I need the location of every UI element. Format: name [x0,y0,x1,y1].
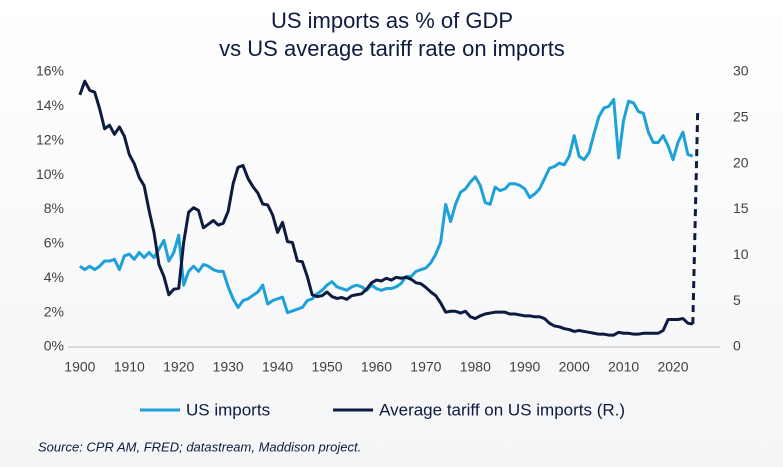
y-tick-label: 12% [36,131,64,147]
y-tick-label: 8% [44,200,64,216]
chart-title: US imports as % of GDP [271,8,513,33]
legend-label: US imports [186,400,270,419]
y-tick-label: 4% [44,269,64,285]
x-tick-label: 1990 [509,359,540,375]
y-tick-label: 2% [44,303,64,319]
y2-tick-label: 10 [733,246,749,262]
y-tick-label: 6% [44,235,64,251]
x-tick-label: 1910 [114,359,145,375]
y-tick-label: 10% [36,166,64,182]
x-tick-label: 1950 [311,359,342,375]
x-tick-label: 1920 [163,359,194,375]
x-tick-label: 1980 [460,359,491,375]
y2-tick-label: 25 [733,109,749,125]
y-tick-label: 14% [36,97,64,113]
x-tick-label: 1930 [213,359,244,375]
series-line [691,108,700,325]
y2-tick-label: 20 [733,154,749,170]
y2-tick-label: 30 [733,63,749,79]
y2-tick-label: 0 [733,338,741,354]
x-tick-label: 2010 [608,359,639,375]
legend-label: Average tariff on US imports (R.) [379,400,625,419]
x-tick-label: 1960 [361,359,392,375]
y-tick-label: 0% [44,338,64,354]
series-line [78,79,694,337]
series-line [79,98,694,315]
chart-title: vs US average tariff rate on imports [219,36,565,61]
x-tick-label: 1970 [410,359,441,375]
y2-tick-label: 15 [733,200,749,216]
x-tick-label: 1900 [64,359,95,375]
source-note: Source: CPR AM, FRED; datastream, Maddis… [38,439,361,454]
y-tick-label: 16% [36,63,64,79]
x-tick-label: 2020 [657,359,688,375]
x-tick-label: 2000 [559,359,590,375]
y2-tick-label: 5 [733,292,741,308]
x-tick-label: 1940 [262,359,293,375]
